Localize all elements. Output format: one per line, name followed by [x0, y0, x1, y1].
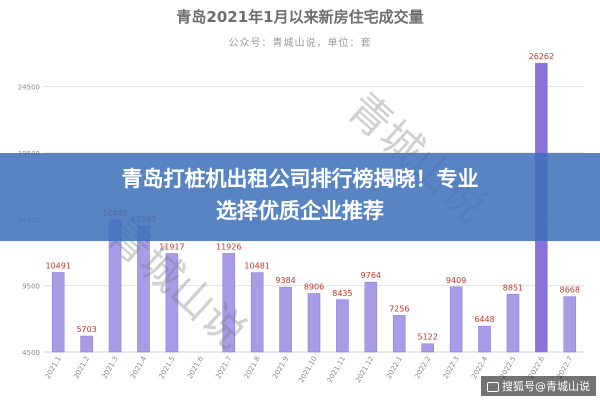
x-tick-label-2022.3: 2022.3 — [442, 355, 461, 380]
headline-line-2: 选择优质企业推荐 — [216, 199, 384, 223]
x-tick-label-2021.7: 2021.7 — [214, 355, 233, 380]
bar-2021.5 — [165, 253, 179, 353]
x-tick-label-2021.6: 2021.6 — [186, 355, 205, 381]
y-tick-label-1: 9500 — [22, 283, 40, 291]
bar-2021.11 — [336, 299, 349, 353]
data-label-2021.1: 10491 — [45, 261, 70, 270]
data-label-2021.9: 9384 — [275, 276, 295, 285]
headline-text: 青岛打桩机出租公司排行榜揭晓！专业 选择优质企业推荐 — [0, 163, 600, 227]
chart-title: 青岛2021年1月以来新房住宅成交量 — [176, 8, 424, 26]
data-label-2022.7: 8668 — [560, 286, 580, 295]
data-label-2021.2: 5703 — [76, 325, 96, 334]
data-label-2022.5: 8851 — [503, 283, 523, 292]
bar-2021.8 — [250, 272, 264, 353]
bar-2021.10 — [307, 293, 321, 353]
x-tick-label-2021.2: 2021.2 — [72, 355, 91, 380]
bar-2022.2 — [421, 343, 434, 353]
x-tick-label-2021.4: 2021.4 — [129, 355, 148, 381]
headline-line-1: 青岛打桩机出租公司排行榜揭晓！专业 — [121, 167, 479, 191]
y-tick-label-4: 24500 — [18, 84, 40, 92]
source-credit: 搜狐号@青城山说 — [481, 376, 596, 396]
data-label-2022.1: 7256 — [389, 304, 409, 313]
data-label-2021.7: 11926 — [216, 242, 241, 251]
bar-2022.4 — [478, 325, 491, 353]
bar-2022.3 — [449, 286, 463, 353]
x-tick-label-2021.3: 2021.3 — [101, 355, 120, 380]
x-tick-label-2021.12: 2021.12 — [354, 355, 375, 384]
data-label-2021.11: 8435 — [332, 289, 352, 298]
data-label-2022.2: 5122 — [418, 333, 438, 342]
data-label-2021.10: 8906 — [304, 283, 324, 292]
x-tick-label-2021.9: 2021.9 — [271, 355, 290, 380]
x-tick-label-2021.10: 2021.10 — [297, 355, 318, 384]
chart-subtitle: 公众号：青城山说，单位：套 — [228, 38, 372, 49]
x-tick-label-2021.11: 2021.11 — [326, 355, 347, 384]
bar-2021.2 — [80, 335, 93, 353]
data-label-2022.6: 26262 — [529, 52, 554, 61]
bar-2021.12 — [364, 281, 378, 353]
bar-2021.1 — [51, 272, 65, 353]
data-label-2022.4: 6448 — [474, 315, 494, 324]
bar-2021.9 — [279, 286, 292, 353]
data-label-2021.5: 11917 — [159, 243, 184, 252]
x-tick-label-2021.5: 2021.5 — [157, 355, 176, 380]
data-label-2021.12: 9764 — [361, 271, 381, 280]
data-label-2022.3: 9409 — [446, 276, 466, 285]
headline-banner — [0, 153, 600, 241]
camera-icon — [487, 382, 499, 392]
bar-2022.5 — [506, 293, 520, 353]
bar-2022.1 — [392, 315, 406, 353]
x-tick-label-2022.2: 2022.2 — [413, 355, 432, 380]
source-credit-text: 搜狐号@青城山说 — [502, 380, 590, 393]
bar-2021.7 — [222, 253, 236, 353]
bar-2022.7 — [563, 296, 577, 353]
y-tick-label-0: 4500 — [22, 349, 40, 357]
x-tick-label-2021.8: 2021.8 — [243, 355, 262, 380]
x-tick-label-2021.1: 2021.1 — [44, 355, 63, 380]
x-tick-label-2022.1: 2022.1 — [385, 355, 404, 380]
data-label-2021.8: 10481 — [244, 262, 269, 271]
